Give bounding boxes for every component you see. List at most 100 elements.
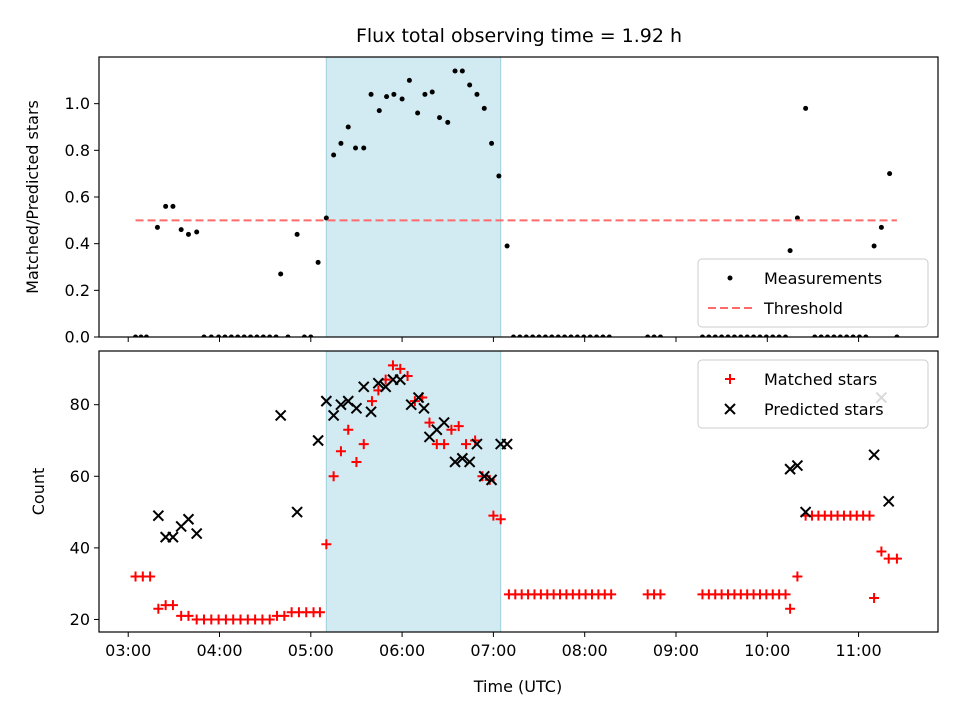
predicted-star-point [418,402,430,414]
measurement-point [422,91,428,97]
measurement-point [825,334,831,337]
measurement-point [523,334,529,337]
matched-star-point [387,360,398,371]
predicted-star-point [449,456,461,468]
matched-star-point [153,603,164,614]
measurement-point [536,334,542,337]
measurement-point [368,91,374,97]
series-predicted-stars [152,373,895,543]
predicted-star-point [478,470,490,482]
plot-area-2 [130,360,902,625]
legend-box [697,258,929,328]
measurement-point [345,124,351,130]
measurement-point [812,334,818,337]
predicted-star-point [485,474,498,486]
predicted-star-point [190,527,203,540]
measurement-point [315,259,321,265]
matched-star-point [183,610,194,621]
measurement-point [353,145,359,151]
x-tick-label: 10:00 [744,641,790,660]
predicted-star-point [358,381,370,393]
measurement-point [254,334,260,337]
measurement-point [818,334,824,337]
measurement-point [208,334,214,337]
measurement-point [751,334,757,337]
predicted-star-point [335,398,347,411]
measurement-point [562,334,568,337]
measurement-point [587,334,593,337]
matched-star-point [780,589,791,600]
matched-star-point [495,514,506,525]
measurement-point [770,334,776,337]
measurement-point [260,334,266,337]
measurement-point [594,334,600,337]
measurement-point [474,91,480,97]
measurement-point [504,243,510,249]
x-tick-label: 09:00 [653,641,699,660]
predicted-star-point [438,416,450,429]
predicted-star-point [471,438,483,450]
legend-label: Measurements [764,269,882,288]
predicted-star-point [320,395,333,407]
measurement-point [178,227,184,233]
measurement-point [222,334,228,337]
measurement-point [278,271,284,277]
measurement-point [445,119,451,125]
predicted-star-point [167,531,179,543]
x-tick-label: 07:00 [470,641,516,660]
measurement-point [216,334,222,337]
measurement-point [731,334,737,337]
matched-star-point [279,610,290,621]
measurement-point [581,334,587,337]
y-tick-label: 0.8 [65,141,90,160]
bottom-panel: 20 40 60 80 03:00 04:00 05:00 06:00 07:00 08:00 09… [29,350,939,660]
shaded-span [325,56,502,338]
legend-box [697,359,929,429]
legend-label: Matched stars [764,370,877,389]
measurement-point [794,215,800,221]
predicted-star-point [291,506,303,518]
measurement-point [496,173,502,179]
measurement-point [837,334,843,337]
plot-area-1 [133,68,900,337]
y-tick-label: 60 [70,467,90,486]
top-panel: 0.0 0.2 0.4 0.6 0.8 1.0 Matched/Predicted star… [23,56,939,347]
predicted-star-point [868,449,880,461]
measurement-point [163,203,169,209]
measurement-point [712,334,718,337]
series-measurements [133,68,900,337]
measurement-point [185,231,191,237]
measurement-point [887,171,893,177]
shaded-span [325,350,502,633]
measurement-point [871,243,877,249]
matched-star-point [876,546,887,557]
matched-star-point [453,421,464,432]
predicted-star-point [312,434,324,447]
measurement-point [267,334,273,337]
predicted-star-point [799,506,812,518]
matched-star-point [343,424,354,435]
series-matched-stars [130,360,902,625]
predicted-star-point [791,459,804,472]
measurement-point [803,105,809,111]
measurement-point [399,96,405,102]
matched-star-point [785,603,796,614]
measurement-point [763,334,769,337]
measurement-point [154,224,160,230]
x-axis-title: Time (UTC) [473,677,562,696]
matched-star-point [328,471,339,482]
y-tick-label: 20 [70,610,90,629]
measurement-point [776,334,782,337]
measurement-point [361,145,367,151]
measurement-point [744,334,750,337]
matched-star-point [655,589,666,600]
predicted-star-point [501,438,513,450]
measurement-point [856,334,862,337]
axes-frame [98,350,939,633]
matched-star-point [439,439,450,450]
matched-star-point [335,446,346,457]
measurement-point [850,334,856,337]
y-axis-title: Matched/Predicted stars [23,100,42,294]
matched-star-point [264,614,275,625]
y-tick-label: 0.4 [65,234,90,253]
